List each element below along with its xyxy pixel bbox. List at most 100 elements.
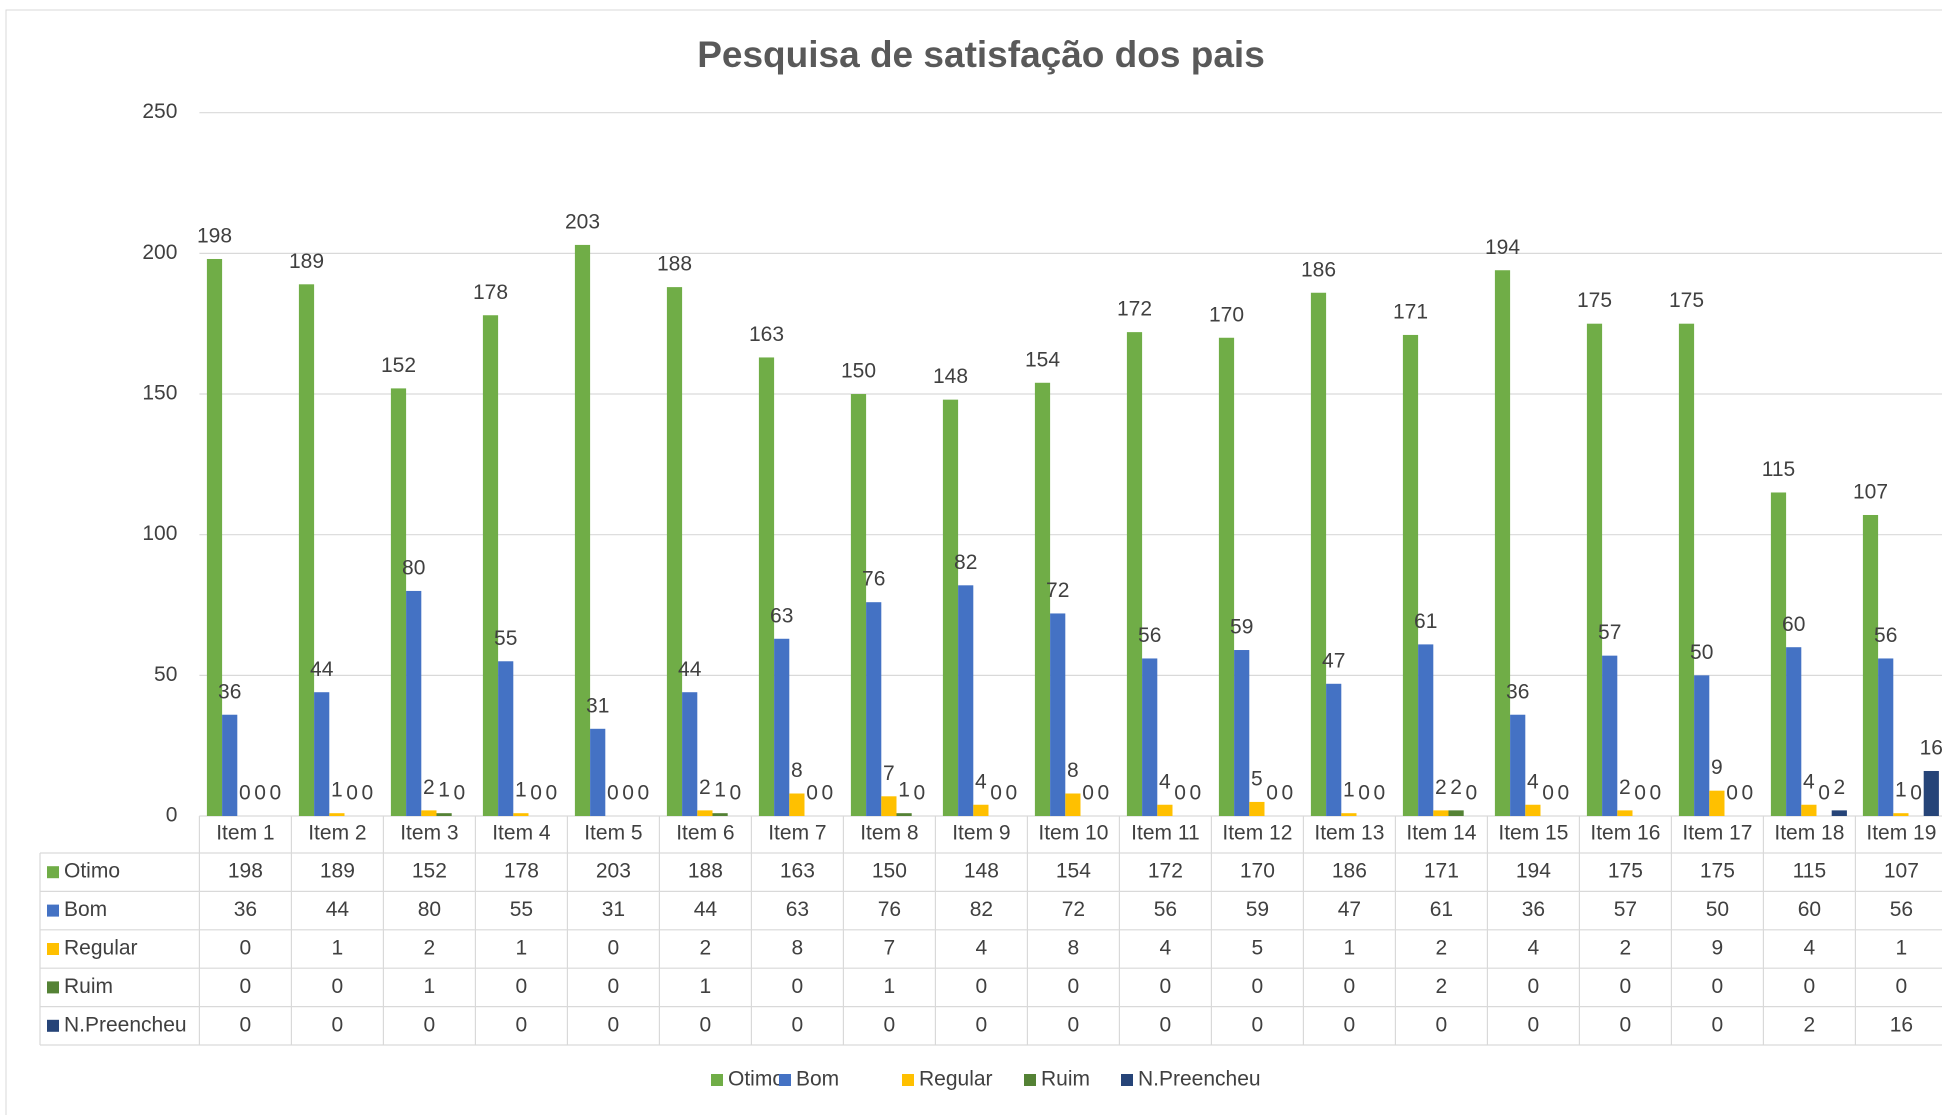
x-tick-label: Item 8 (860, 822, 918, 845)
table-cell: 0 (1620, 1013, 1632, 1036)
table-cell: 2 (1804, 1013, 1816, 1036)
data-label: 63 (770, 604, 793, 627)
x-tick-label: Item 2 (308, 822, 366, 845)
x-tick-label: Item 13 (1314, 822, 1384, 845)
data-label: 0 (269, 782, 281, 805)
data-label: 0 (453, 782, 465, 805)
table-cell: 56 (1890, 898, 1913, 921)
table-cell: 0 (1068, 1013, 1080, 1036)
data-label: 61 (1414, 610, 1437, 633)
bar (1341, 813, 1357, 816)
legend-label: Ruim (1041, 1068, 1090, 1091)
bar (850, 394, 867, 816)
table-cell: 0 (424, 1013, 436, 1036)
table-cell: 0 (1620, 975, 1632, 998)
data-label: 1 (898, 779, 910, 802)
data-label: 0 (239, 782, 251, 805)
data-label: 0 (637, 782, 649, 805)
table-cell: 152 (412, 860, 447, 883)
data-label: 57 (1598, 621, 1621, 644)
table-cell: 0 (1252, 1013, 1264, 1036)
bar (206, 258, 223, 816)
data-label: 0 (990, 782, 1002, 805)
bar (1770, 492, 1787, 816)
table-cell: 0 (240, 1013, 252, 1036)
table-cell: 0 (884, 1013, 896, 1036)
table-cell: 0 (240, 937, 252, 960)
bar (1510, 714, 1526, 816)
table-cell: 60 (1798, 898, 1821, 921)
table-cell: 1 (700, 975, 712, 998)
table-cell: 1 (884, 975, 896, 998)
bar (1448, 810, 1464, 816)
data-label: 172 (1117, 298, 1152, 321)
data-label: 178 (473, 281, 508, 304)
bar (1402, 334, 1419, 816)
bar (1142, 658, 1158, 816)
table-cell: 80 (418, 898, 441, 921)
table-cell: 76 (878, 898, 901, 921)
y-tick-label: 100 (142, 522, 177, 545)
table-cell: 4 (976, 937, 988, 960)
data-label: 1 (1895, 779, 1907, 802)
table-cell: 0 (1436, 1013, 1448, 1036)
data-label: 0 (1097, 782, 1109, 805)
bar (896, 813, 912, 816)
bar (1602, 655, 1618, 816)
bar (1157, 804, 1173, 816)
data-label: 36 (1506, 680, 1529, 703)
data-label: 1 (515, 779, 527, 802)
table-cell: 5 (1252, 937, 1264, 960)
bar (329, 813, 345, 816)
table-cell: 0 (1344, 975, 1356, 998)
data-label: 175 (1577, 289, 1612, 312)
table-cell: 1 (1344, 937, 1356, 960)
bar (298, 284, 315, 817)
data-label: 189 (289, 250, 324, 273)
x-tick-label: Item 7 (768, 822, 826, 845)
x-tick-label: Item 6 (676, 822, 734, 845)
data-label: 8 (1067, 759, 1079, 782)
bar (1893, 813, 1909, 816)
table-cell: 107 (1884, 860, 1919, 883)
bar (942, 399, 959, 816)
data-label: 0 (530, 782, 542, 805)
y-tick-label: 0 (166, 804, 178, 827)
bar (498, 661, 514, 816)
bar (1586, 323, 1603, 816)
data-label: 1 (331, 779, 343, 802)
legend-label: Bom (796, 1068, 839, 1091)
bar (881, 796, 897, 816)
legend-key (779, 1074, 791, 1086)
table-cell: 0 (1528, 1013, 1540, 1036)
table-cell: 8 (1068, 937, 1080, 960)
data-label: 198 (197, 225, 232, 248)
table-cell: 0 (1804, 975, 1816, 998)
data-label: 107 (1853, 481, 1888, 504)
data-label: 31 (586, 694, 609, 717)
table-cell: 0 (1896, 975, 1908, 998)
data-label: 186 (1301, 258, 1336, 281)
data-label: 0 (1082, 782, 1094, 805)
data-label: 0 (1726, 782, 1738, 805)
data-label: 0 (1281, 782, 1293, 805)
data-label: 2 (423, 776, 435, 799)
data-label: 0 (1557, 782, 1569, 805)
y-tick-label: 150 (142, 382, 177, 405)
table-legend-key (47, 904, 59, 917)
data-label: 36 (218, 680, 241, 703)
table-cell: 82 (970, 898, 993, 921)
bar (1494, 270, 1511, 816)
table-cell: 0 (1160, 975, 1172, 998)
table-cell: 1 (516, 937, 528, 960)
data-label: 0 (607, 782, 619, 805)
y-tick-label: 50 (154, 663, 177, 686)
bar (314, 692, 330, 816)
table-cell: 2 (1436, 975, 1448, 998)
bar (1878, 658, 1894, 816)
data-label: 0 (913, 782, 925, 805)
table-cell: 163 (780, 860, 815, 883)
table-cell: 4 (1804, 937, 1816, 960)
data-label: 59 (1230, 616, 1253, 639)
data-label: 50 (1690, 641, 1713, 664)
